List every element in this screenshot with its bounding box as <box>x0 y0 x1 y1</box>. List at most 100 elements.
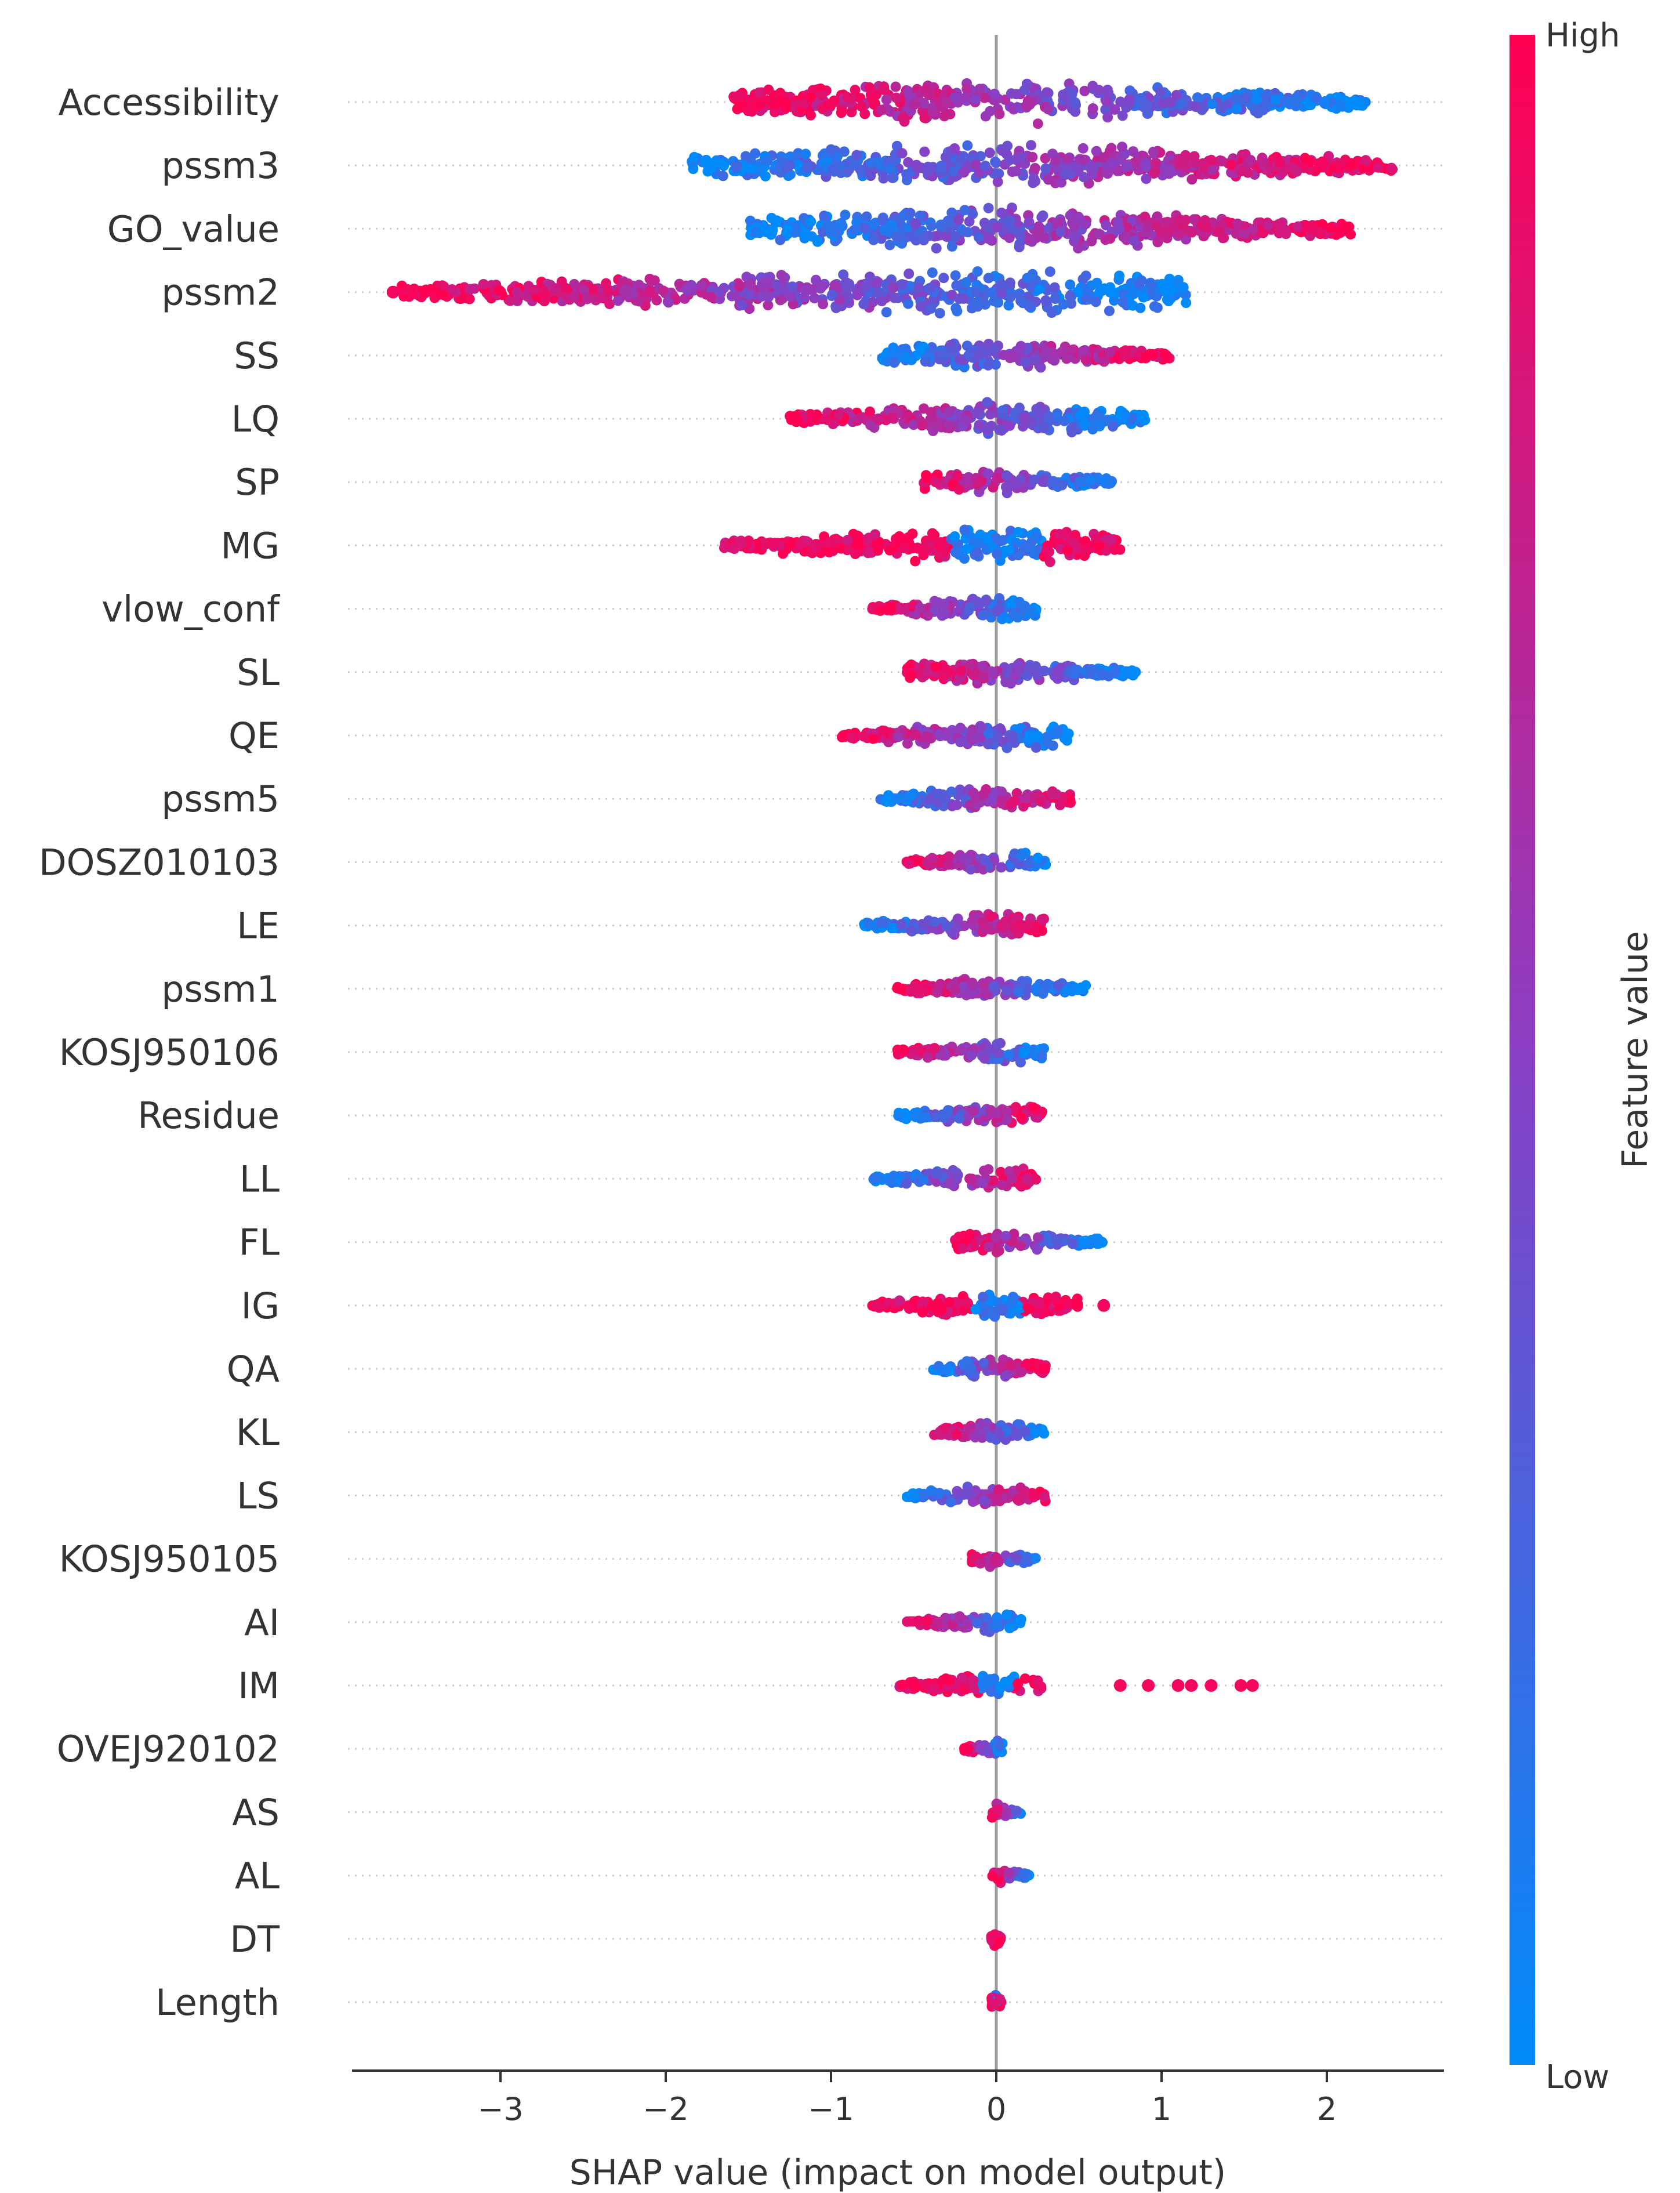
shap-point <box>1027 151 1038 162</box>
shap-point <box>1135 302 1146 313</box>
shap-point <box>1148 146 1159 157</box>
shap-point <box>1160 231 1171 242</box>
shap-point <box>919 146 930 157</box>
shap-point <box>1029 353 1040 364</box>
shap-point <box>915 345 926 356</box>
feature-beeswarm <box>785 397 1151 439</box>
shap-point <box>930 661 941 672</box>
shap-point <box>1102 168 1113 179</box>
shap-point <box>931 987 942 998</box>
shap-point <box>876 917 887 928</box>
shap-point <box>822 220 833 230</box>
shap-point <box>996 920 1007 931</box>
shap-point <box>1155 86 1166 97</box>
shap-point <box>811 274 821 285</box>
shap-point <box>1115 544 1126 555</box>
shap-point <box>879 85 890 96</box>
shap-point <box>1108 421 1118 432</box>
shap-point <box>907 528 918 539</box>
shap-point <box>817 89 828 100</box>
shap-point <box>978 670 989 682</box>
shap-point <box>1025 234 1036 245</box>
shap-point <box>888 342 899 353</box>
shap-point <box>1077 346 1088 357</box>
shap-point <box>1304 164 1315 175</box>
shap-point <box>1069 221 1080 232</box>
shap-point <box>946 207 957 218</box>
shap-point <box>973 538 984 549</box>
shap-point <box>1105 282 1116 293</box>
shap-point <box>1106 476 1117 487</box>
shap-point <box>1010 670 1021 682</box>
feature-beeswarm <box>893 1101 1047 1128</box>
shap-point <box>1181 298 1192 309</box>
shap-point <box>939 792 950 803</box>
shap-point <box>582 293 593 305</box>
shap-point <box>1100 234 1111 245</box>
shap-point <box>644 273 655 284</box>
shap-point <box>1164 168 1174 179</box>
shap-point <box>1141 229 1152 240</box>
feature-beeswarm <box>892 1038 1050 1068</box>
shap-point <box>973 349 984 360</box>
shap-point <box>596 292 607 303</box>
shap-point <box>978 610 989 621</box>
shap-point <box>1065 291 1076 302</box>
shap-point <box>941 96 952 107</box>
shap-point <box>1275 157 1286 168</box>
shap-point <box>551 283 562 294</box>
shap-point <box>1333 225 1344 236</box>
shap-point <box>868 1174 879 1185</box>
shap-point <box>939 608 950 619</box>
shap-point <box>696 280 707 291</box>
shap-point <box>1080 270 1091 281</box>
shap-point <box>1078 172 1089 183</box>
shap-point <box>990 1232 1002 1243</box>
shap-point <box>478 279 489 290</box>
feature-beeswarm <box>719 524 1126 567</box>
shap-point <box>1128 289 1139 300</box>
shap-point <box>922 610 933 621</box>
shap-point <box>1079 1235 1090 1246</box>
shap-point <box>1353 99 1364 110</box>
shap-point <box>1232 218 1243 229</box>
shap-point <box>741 151 751 162</box>
shap-point <box>910 729 921 740</box>
shap-point <box>1122 161 1133 172</box>
shap-point <box>853 539 864 550</box>
shap-point <box>904 269 915 279</box>
shap-point <box>1030 176 1041 187</box>
shap-point <box>1345 229 1356 240</box>
shap-point <box>1335 99 1346 110</box>
shap-point <box>1151 220 1162 231</box>
shap-point <box>1014 596 1025 607</box>
shap-point <box>975 151 986 162</box>
shap-point <box>899 1045 909 1056</box>
shap-point <box>959 853 970 864</box>
shap-point <box>1360 155 1371 166</box>
shap-point <box>1373 162 1384 173</box>
shap-point <box>1117 110 1128 121</box>
shap-point <box>760 171 771 182</box>
shap-point <box>1312 93 1322 104</box>
shap-point <box>992 176 1003 187</box>
shap-point <box>734 281 745 292</box>
shap-point <box>1038 1363 1049 1374</box>
shap-point <box>1050 1235 1061 1246</box>
shap-point <box>1039 423 1050 434</box>
shap-point <box>899 542 909 553</box>
shap-point <box>1000 1371 1011 1382</box>
shap-point <box>1251 94 1262 105</box>
shap-point <box>923 165 934 176</box>
shap-point <box>1178 282 1189 293</box>
shap-point <box>1141 173 1152 184</box>
shap-point <box>977 661 988 672</box>
shap-point <box>1004 420 1015 431</box>
shap-point <box>1004 545 1015 556</box>
shap-point <box>745 215 756 226</box>
shap-point <box>1026 140 1036 151</box>
shap-point <box>977 916 988 927</box>
shap-point <box>1152 237 1163 248</box>
shap-point <box>1016 1366 1027 1378</box>
beeswarm-dots <box>386 78 1398 2012</box>
